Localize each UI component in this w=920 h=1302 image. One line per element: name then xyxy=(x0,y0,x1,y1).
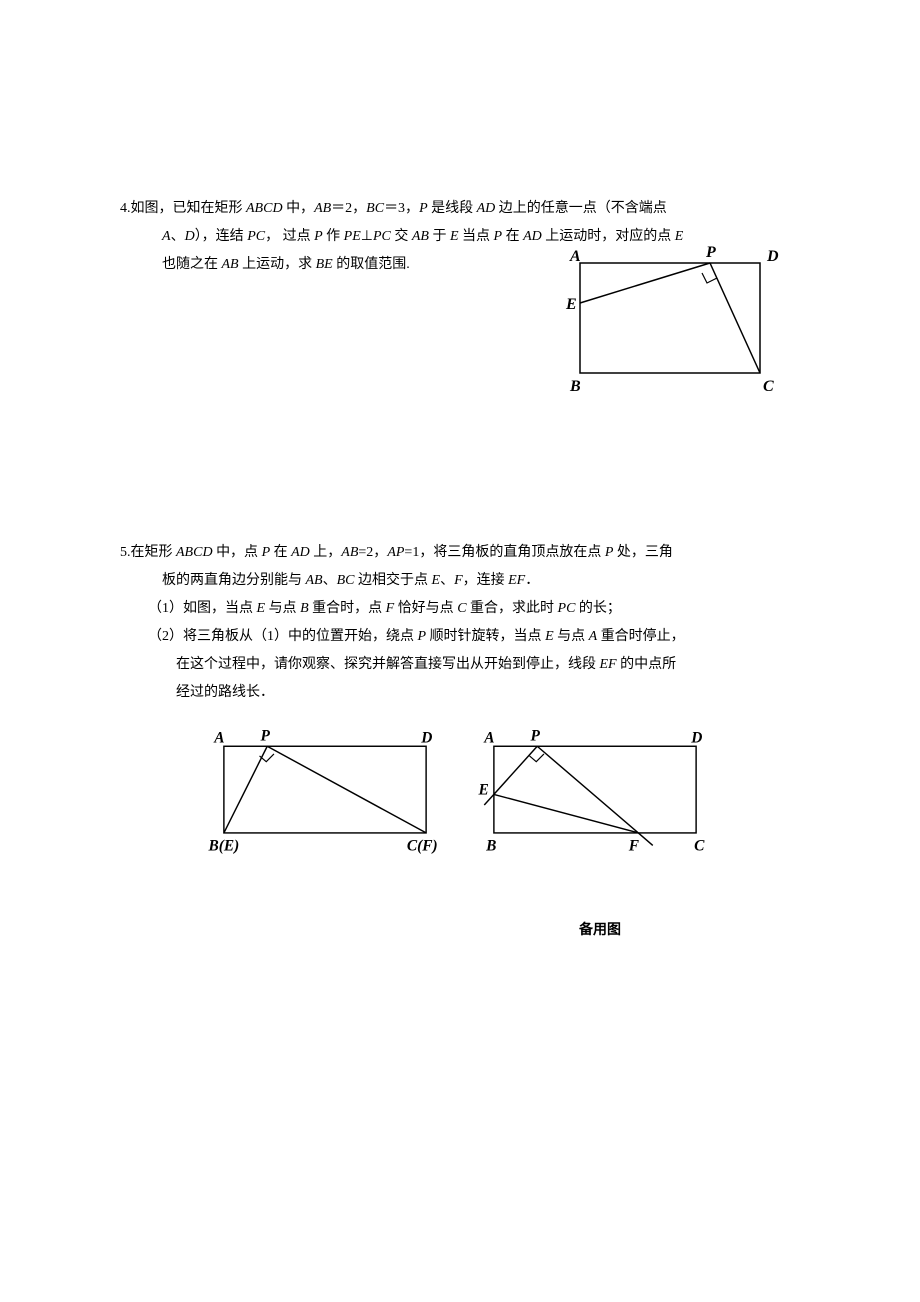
p4-line1: 如图，已知在矩形 ABCD 中，AB＝2，BC＝3，P 是线段 AD 边上的任意… xyxy=(131,201,667,216)
figure-5-caption: 备用图 xyxy=(400,917,800,945)
label-d: D xyxy=(766,248,779,265)
label-a: A xyxy=(569,248,581,265)
p5-sub2-line1: （2）将三角板从（1）中的位置开始，绕点 P 顺时针旋转，当点 E 与点 A 重… xyxy=(120,623,800,651)
label-cf-a: C(F) xyxy=(407,837,438,854)
line-pe-b xyxy=(494,746,537,794)
line-pc-a xyxy=(267,746,426,833)
label-e-b: E xyxy=(477,781,488,798)
p5-line1: 在矩形 ABCD 中，点 P 在 AD 上，AB=2，AP=1，将三角板的直角顶… xyxy=(131,545,673,560)
rect-abcd-b xyxy=(494,746,696,833)
rect-abcd xyxy=(580,263,760,373)
label-be-a: B(E) xyxy=(207,837,239,854)
problem-4-number: 4. xyxy=(120,201,131,216)
p5-sub2-line3: 经过的路线长． xyxy=(120,679,800,707)
label-d-a: D xyxy=(420,729,432,746)
label-c-b: C xyxy=(694,837,705,854)
figure-5a: A P D B(E) C(F) xyxy=(200,727,450,857)
line-pb xyxy=(224,746,267,833)
problem-5-text: 5.在矩形 ABCD 中，点 P 在 AD 上，AB=2，AP=1，将三角板的直… xyxy=(120,539,800,707)
right-angle-p-b xyxy=(530,754,544,762)
right-angle-p-a xyxy=(260,754,274,762)
page: 4.如图，已知在矩形 ABCD 中，AB＝2，BC＝3，P 是线段 AD 边上的… xyxy=(0,0,920,1045)
label-e: E xyxy=(565,296,577,313)
label-a-b: A xyxy=(483,729,494,746)
line-pc xyxy=(710,263,760,373)
label-b: B xyxy=(569,378,581,395)
tail-f xyxy=(638,833,652,846)
problem-4: 4.如图，已知在矩形 ABCD 中，AB＝2，BC＝3，P 是线段 AD 边上的… xyxy=(120,195,800,279)
label-c: C xyxy=(763,378,774,395)
p5-sub2-line2: 在这个过程中，请你观察、探究并解答直接写出从开始到停止，线段 EF 的中点所 xyxy=(120,651,800,679)
label-b-b: B xyxy=(485,837,496,854)
figure-5b: A P D E B F C xyxy=(470,727,720,857)
line-pe xyxy=(580,263,710,303)
label-p-a: P xyxy=(260,727,270,744)
problem-5: 5.在矩形 ABCD 中，点 P 在 AD 上，AB=2，AP=1，将三角板的直… xyxy=(120,539,800,945)
label-a-a: A xyxy=(213,729,224,746)
p5-line2: 板的两直角边分别能与 AB、BC 边相交于点 E、F，连接 EF． xyxy=(120,567,800,595)
label-p-b: P xyxy=(530,727,540,744)
figure-4: A P D E B C xyxy=(560,243,790,403)
label-f-b: F xyxy=(628,837,640,854)
rect-abcd-a xyxy=(224,746,426,833)
label-p: P xyxy=(705,244,716,261)
figures-5: A P D B(E) C(F) A P D E B F xyxy=(120,727,800,857)
label-d-b: D xyxy=(690,729,702,746)
p5-sub1: （1）如图，当点 E 与点 B 重合时，点 F 恰好与点 C 重合，求此时 PC… xyxy=(120,595,800,623)
problem-5-number: 5. xyxy=(120,545,131,560)
